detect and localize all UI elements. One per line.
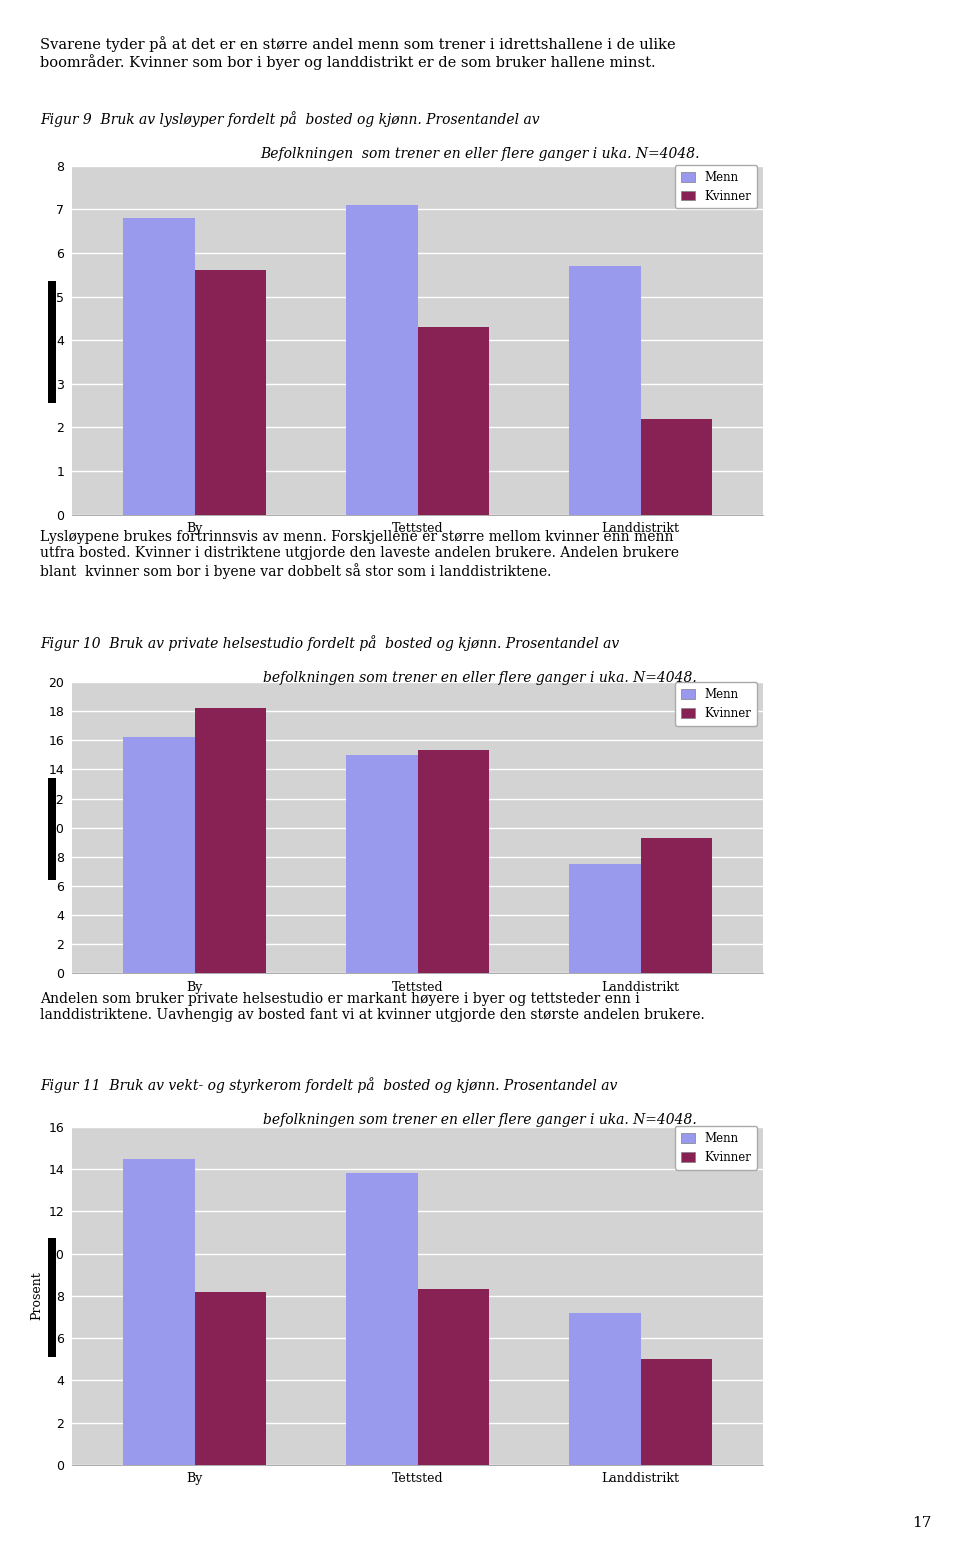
- Bar: [195, 708, 266, 973]
- Bar: [418, 327, 489, 515]
- Text: Lysløypene brukes fortrinnsvis av menn. Forskjellene er større mellom kvinner en: Lysløypene brukes fortrinnsvis av menn. …: [40, 530, 680, 578]
- Bar: [569, 267, 640, 515]
- Bar: [123, 219, 195, 515]
- Bar: [569, 863, 640, 973]
- Y-axis label: Prosent: Prosent: [30, 1271, 43, 1321]
- Bar: [418, 750, 489, 973]
- Bar: [569, 1313, 640, 1465]
- Legend: Menn, Kvinner: Menn, Kvinner: [675, 164, 757, 209]
- Bar: [640, 418, 712, 515]
- Bar: [347, 205, 418, 515]
- Bar: [640, 1359, 712, 1465]
- Text: Figur 9  Bruk av lysløyper fordelt på  bosted og kjønn. Prosentandel av: Figur 9 Bruk av lysløyper fordelt på bos…: [40, 112, 540, 127]
- Bar: [418, 1290, 489, 1465]
- Text: Svarene tyder på at det er en større andel menn som trener i idrettshallene i de: Svarene tyder på at det er en større and…: [40, 36, 676, 70]
- Text: befolkningen som trener en eller flere ganger i uka. N=4048.: befolkningen som trener en eller flere g…: [263, 1113, 697, 1127]
- Legend: Menn, Kvinner: Menn, Kvinner: [675, 682, 757, 725]
- Bar: [347, 1173, 418, 1465]
- Text: Figur 11  Bruk av vekt- og styrkerom fordelt på  bosted og kjønn. Prosentandel a: Figur 11 Bruk av vekt- og styrkerom ford…: [40, 1077, 617, 1093]
- Text: befolkningen som trener en eller flere ganger i uka. N=4048.: befolkningen som trener en eller flere g…: [263, 671, 697, 685]
- Text: Figur 10  Bruk av private helsestudio fordelt på  bosted og kjønn. Prosentandel : Figur 10 Bruk av private helsestudio for…: [40, 636, 619, 651]
- Text: Andelen som bruker private helsestudio er markant høyere i byer og tettsteder en: Andelen som bruker private helsestudio e…: [40, 992, 705, 1021]
- Bar: [195, 1291, 266, 1465]
- Bar: [123, 1158, 195, 1465]
- Bar: [195, 270, 266, 515]
- Legend: Menn, Kvinner: Menn, Kvinner: [675, 1125, 757, 1170]
- Bar: [640, 839, 712, 973]
- Text: Befolkningen  som trener en eller flere ganger i uka. N=4048.: Befolkningen som trener en eller flere g…: [260, 147, 700, 161]
- Bar: [347, 755, 418, 973]
- Bar: [123, 738, 195, 973]
- Text: 17: 17: [912, 1516, 931, 1530]
